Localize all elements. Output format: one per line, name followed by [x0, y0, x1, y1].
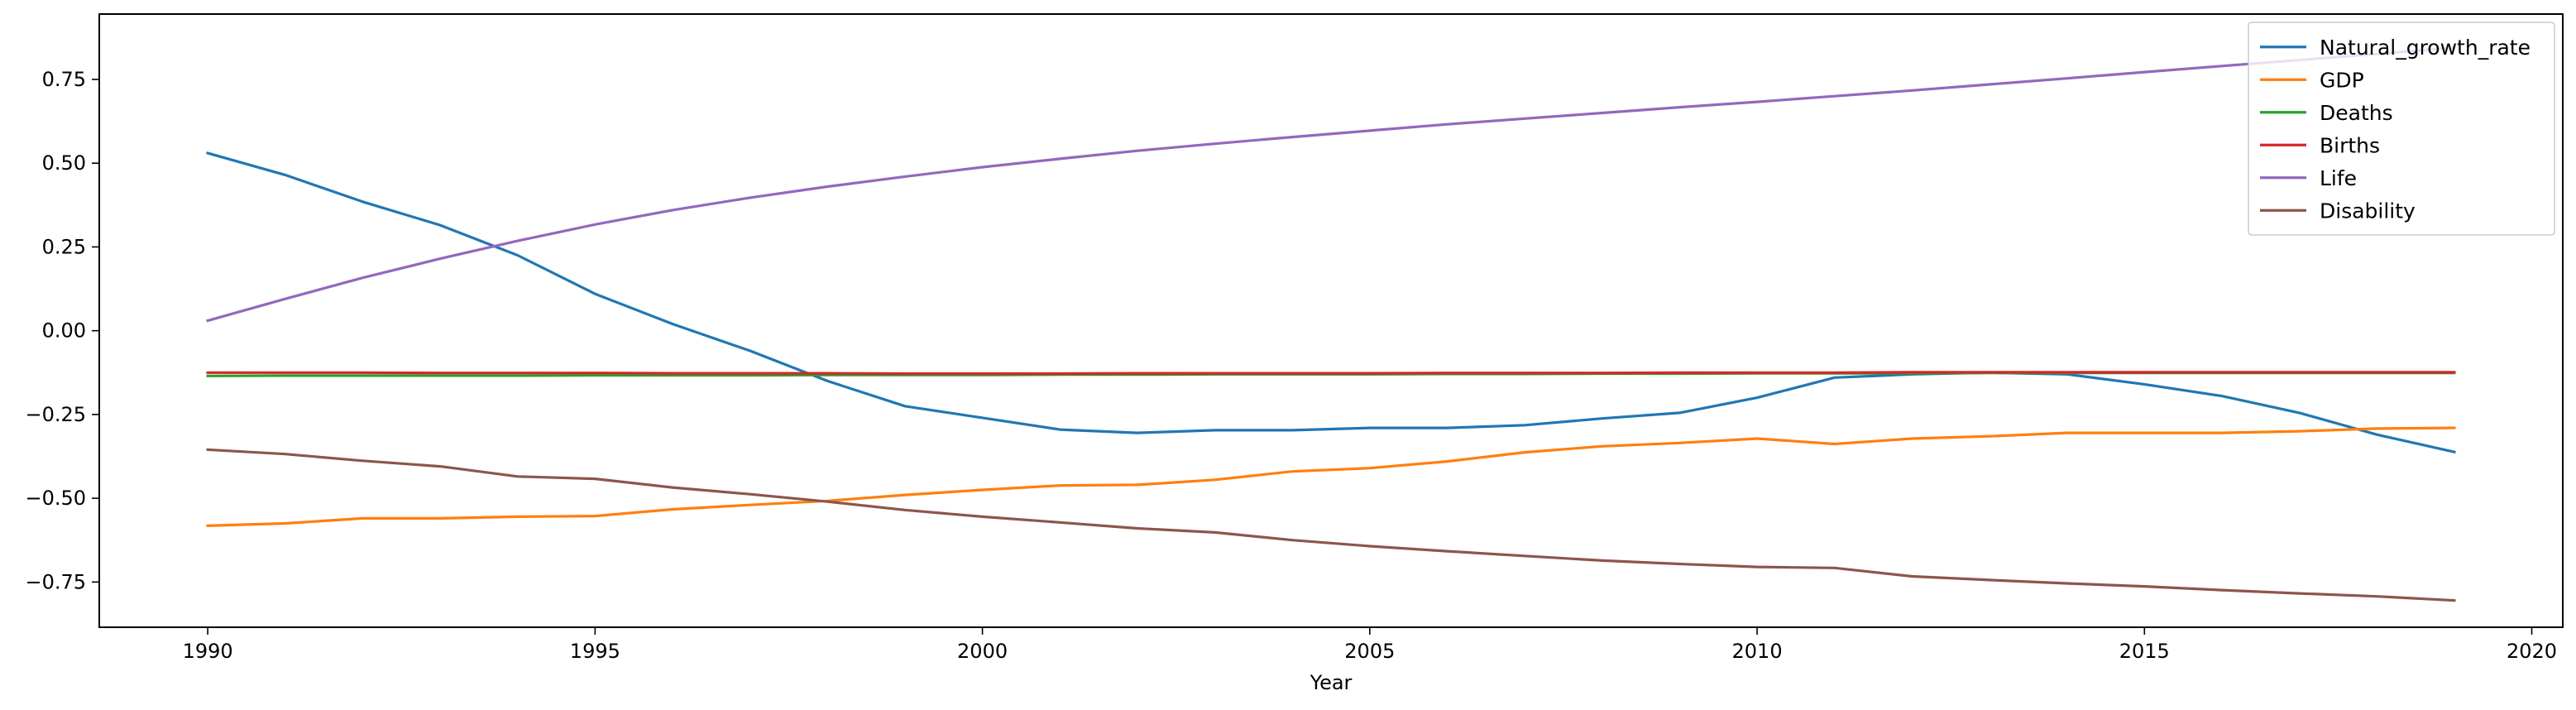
y-tick-label: −0.50 — [25, 487, 86, 510]
y-tick-label: −0.25 — [25, 403, 86, 426]
series-line-gdp — [206, 426, 2456, 527]
legend-label: Deaths — [2320, 101, 2393, 125]
x-axis-title: Year — [1310, 671, 1353, 694]
x-tick-label: 2010 — [1732, 640, 1783, 663]
y-tick-label: −0.75 — [25, 570, 86, 593]
legend-label: GDP — [2320, 68, 2364, 92]
y-tick-label: 0.75 — [42, 68, 86, 91]
x-tick-label: 1990 — [183, 640, 233, 663]
x-tick-label: 1995 — [570, 640, 620, 663]
x-tick-label: 2000 — [957, 640, 1008, 663]
series-line-disability — [206, 448, 2456, 602]
x-tick-label: 2015 — [2119, 640, 2170, 663]
legend-label: Natural_growth_rate — [2320, 36, 2531, 60]
legend-label: Life — [2320, 166, 2357, 190]
legend-box — [2248, 22, 2555, 236]
y-axis: −0.75 −0.50 −0.25 0.00 0.25 0.50 0.75 — [25, 68, 99, 593]
legend-label: Births — [2320, 133, 2380, 157]
y-tick-label: 0.25 — [42, 235, 86, 258]
series-line-life — [206, 46, 2456, 323]
x-axis: 1990 1995 2000 2005 2010 2015 2020 — [183, 627, 2557, 663]
series-layer — [206, 46, 2456, 602]
y-tick-label: 0.00 — [42, 319, 86, 343]
series-line-births — [206, 371, 2456, 376]
plot-area-frame — [98, 13, 2564, 628]
series-line-natural-growth-rate — [206, 151, 2456, 454]
legend-label: Disability — [2320, 199, 2416, 223]
x-tick-label: 2020 — [2507, 640, 2557, 663]
y-tick-label: 0.50 — [42, 151, 86, 175]
x-tick-label: 2005 — [1344, 640, 1395, 663]
legend: Natural_growth_rate GDP Deaths Births Life Di… — [2248, 22, 2555, 236]
